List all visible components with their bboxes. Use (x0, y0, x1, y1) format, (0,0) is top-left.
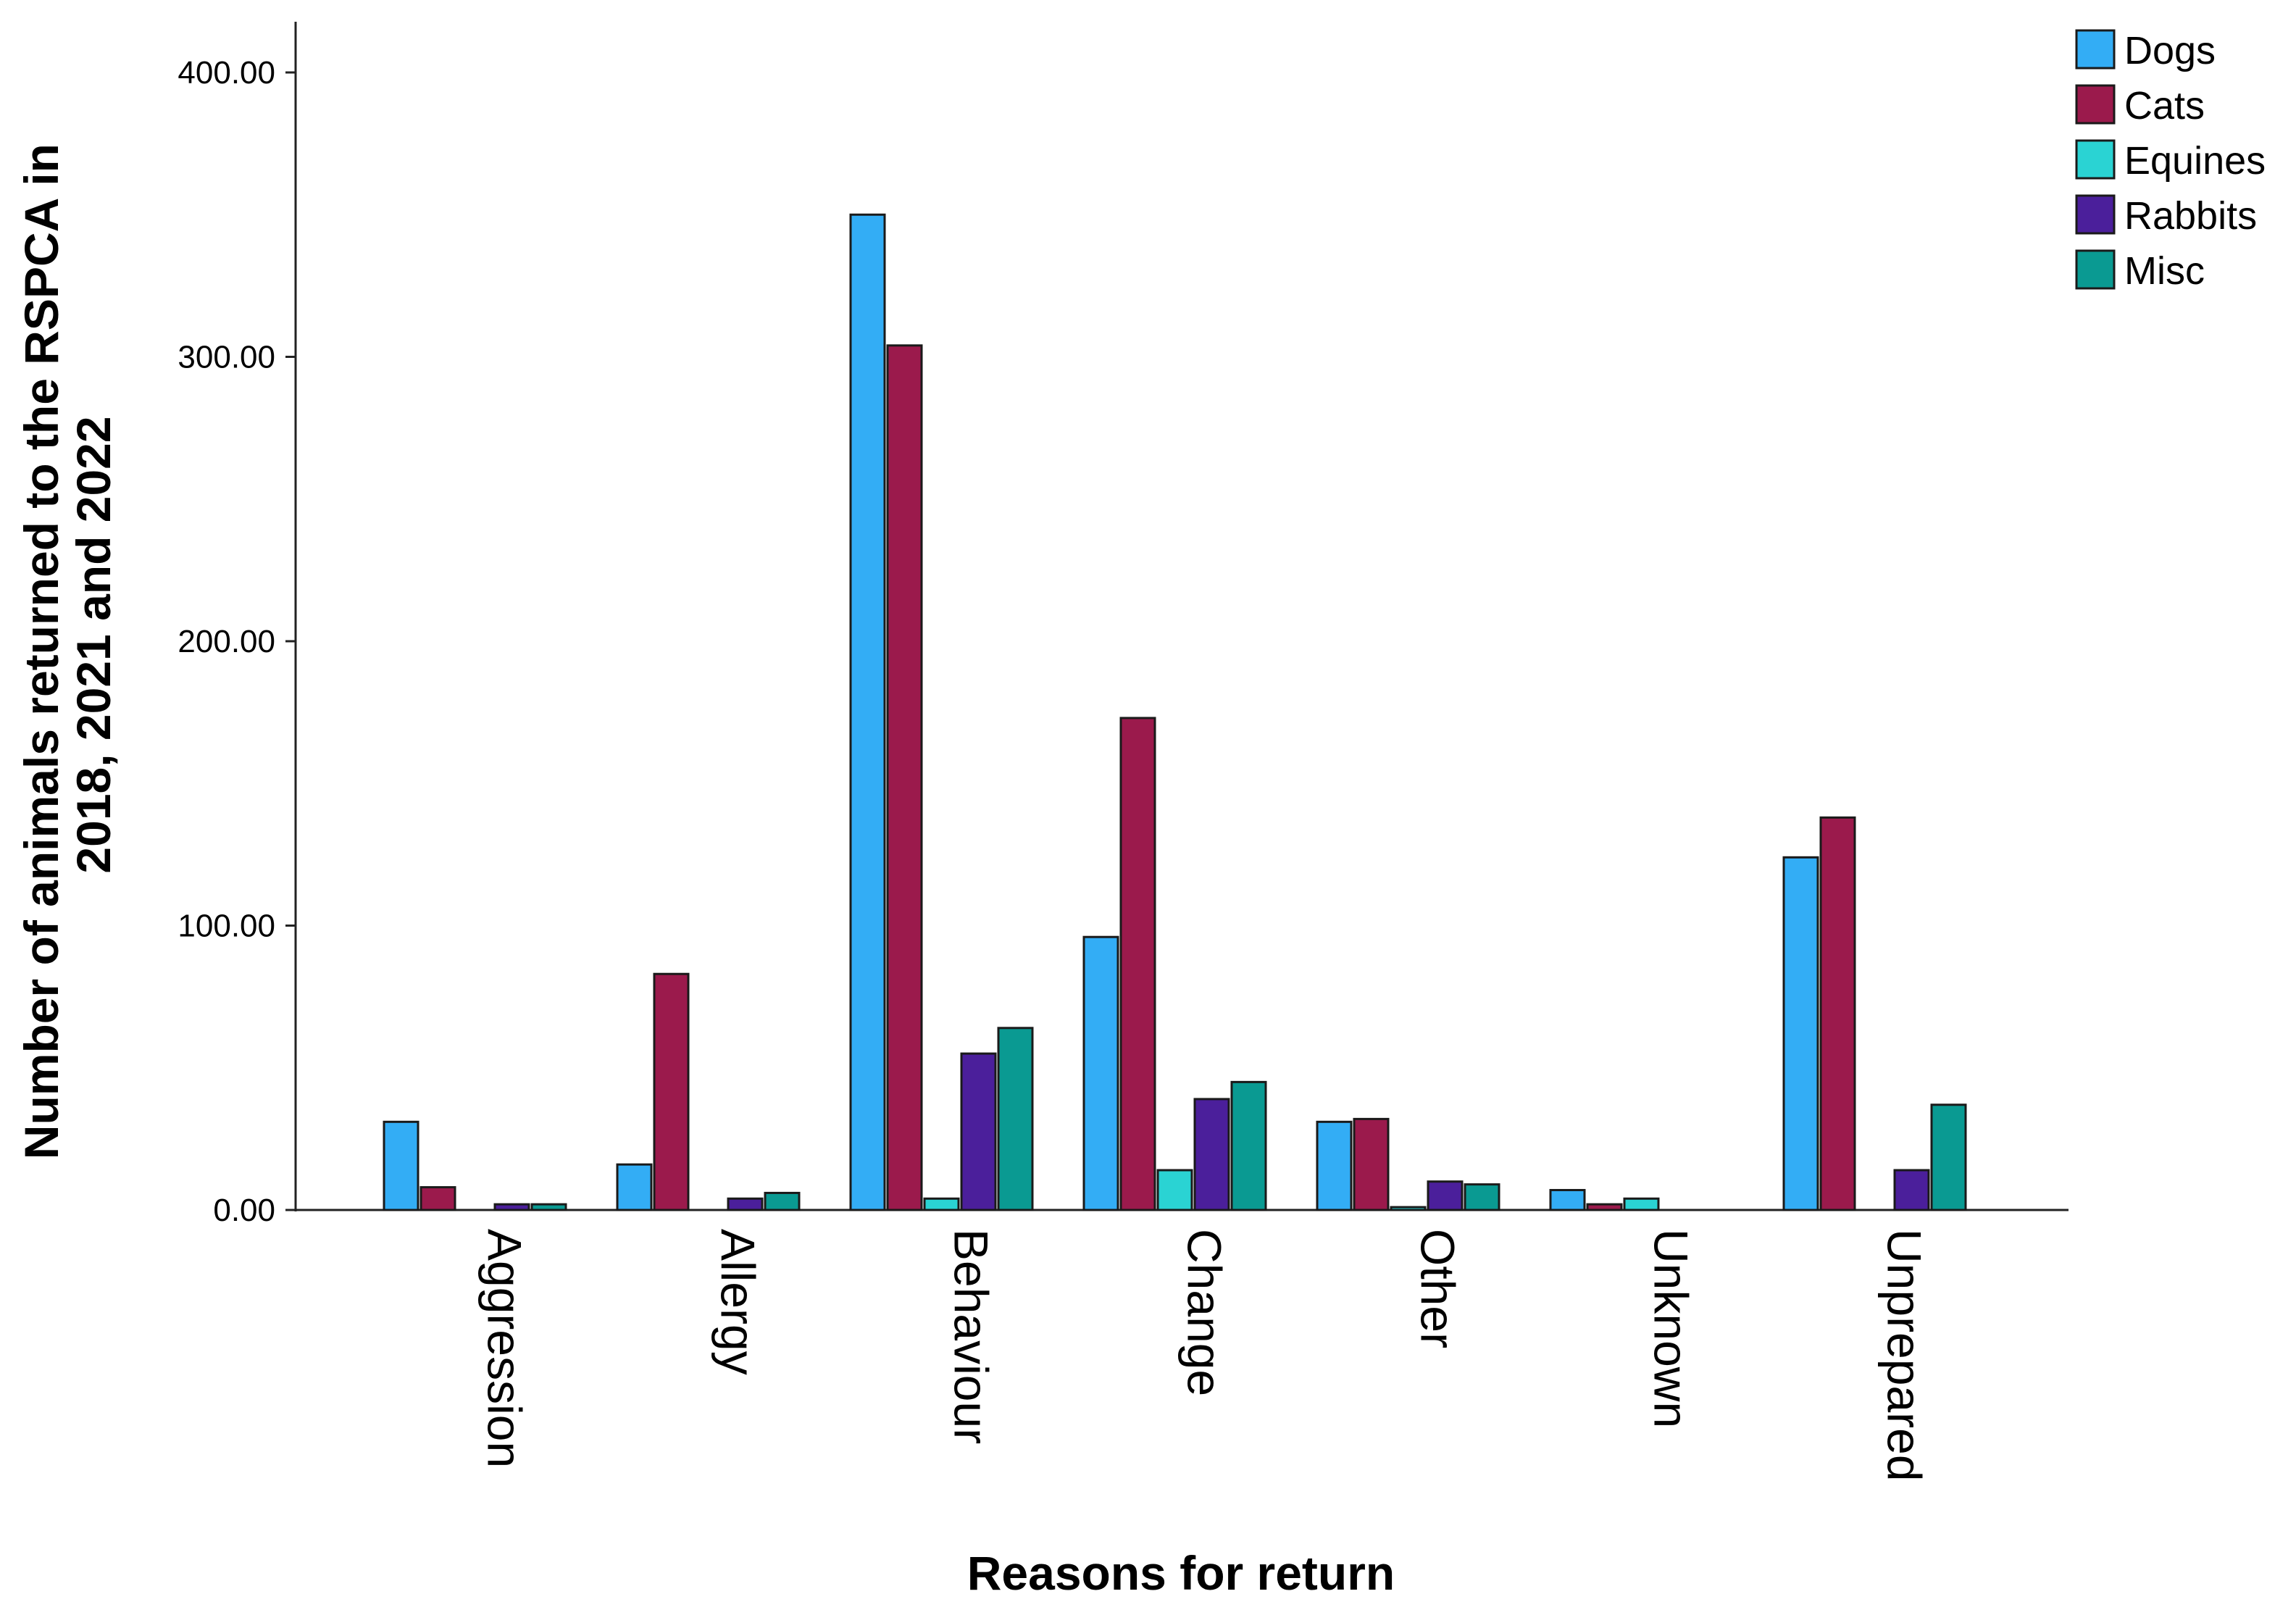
bar-cats-behaviour (886, 344, 923, 1211)
y-tick-label: 0.00 (213, 1193, 275, 1228)
bar-dogs-other (1316, 1120, 1353, 1211)
bar-rabbits-aggression (493, 1203, 530, 1211)
bar-rabbits-unprepared (1893, 1169, 1930, 1211)
x-tick-label: Unknown (1645, 1229, 1698, 1428)
bar-rabbits-allergy (727, 1197, 764, 1211)
bar-equines-unknown (1623, 1197, 1660, 1211)
bar-dogs-allergy (616, 1163, 653, 1211)
y-tick-label: 100.00 (178, 909, 275, 944)
legend-label-equines: Equines (2124, 139, 2266, 183)
bar-dogs-aggression (383, 1120, 419, 1211)
bar-equines-behaviour (923, 1197, 960, 1211)
y-tick-label: 200.00 (178, 624, 275, 659)
legend-label-cats: Cats (2124, 84, 2205, 128)
legend-label-misc: Misc (2124, 249, 2205, 293)
legend-swatch-rabbits (2075, 194, 2116, 235)
bar-misc-allergy (764, 1191, 801, 1211)
bar-cats-allergy (653, 972, 690, 1211)
bar-equines-change (1156, 1169, 1193, 1211)
x-tick-label: Other (1411, 1229, 1465, 1348)
bar-rabbits-other (1427, 1180, 1464, 1211)
legend-label-dogs: Dogs (2124, 29, 2216, 72)
bar-rabbits-change (1193, 1098, 1230, 1211)
bar-dogs-unknown (1549, 1189, 1586, 1211)
y-tick-label: 300.00 (178, 340, 275, 375)
bar-misc-unprepared (1930, 1103, 1967, 1211)
legend-swatch-cats (2075, 84, 2116, 125)
legend-swatch-equines (2075, 139, 2116, 180)
x-axis-title: Reasons for return (967, 1546, 1395, 1600)
legend-swatch-misc (2075, 249, 2116, 290)
bar-dogs-change (1082, 935, 1119, 1211)
legend-label-rabbits: Rabbits (2124, 194, 2257, 238)
bar-misc-other (1464, 1183, 1500, 1211)
bar-cats-aggression (419, 1186, 456, 1211)
x-tick-label: Aggression (478, 1229, 532, 1468)
x-tick-label: Behaviour (945, 1229, 998, 1444)
bar-dogs-unprepared (1782, 856, 1819, 1211)
bar-misc-change (1230, 1080, 1267, 1211)
bar-cats-other (1353, 1117, 1390, 1211)
y-axis-title-line-1: Number of animals returned to the RSPCA … (14, 143, 68, 1159)
legend-swatch-dogs (2075, 29, 2116, 70)
bar-misc-behaviour (997, 1027, 1034, 1211)
x-axis: Aggression Allergy Behaviour Change Other Unk… (296, 1209, 2069, 1482)
bar-cats-unprepared (1819, 816, 1856, 1211)
y-axis: 0.00 100.00 200.00 300.00 400.00 (178, 22, 297, 1228)
x-tick-label: Allergy (711, 1229, 765, 1375)
y-axis-title-line-2: 2018, 2021 and 2022 (67, 416, 120, 873)
bar-cats-unknown (1586, 1203, 1623, 1211)
bar-misc-aggression (530, 1203, 567, 1211)
bar-rabbits-behaviour (960, 1052, 997, 1211)
bar-dogs-behaviour (849, 213, 886, 1211)
bars (383, 213, 1967, 1211)
x-tick-label: Unprepared (1878, 1229, 1932, 1482)
bar-cats-change (1119, 717, 1156, 1211)
y-axis-title: Number of animals returned to the RSPCA … (14, 130, 120, 1159)
x-tick-label: Change (1178, 1229, 1232, 1396)
bar-equines-other (1390, 1206, 1427, 1211)
y-tick-label: 400.00 (178, 55, 275, 91)
legend: Dogs Cats Equines Rabbits Misc (2075, 29, 2266, 293)
